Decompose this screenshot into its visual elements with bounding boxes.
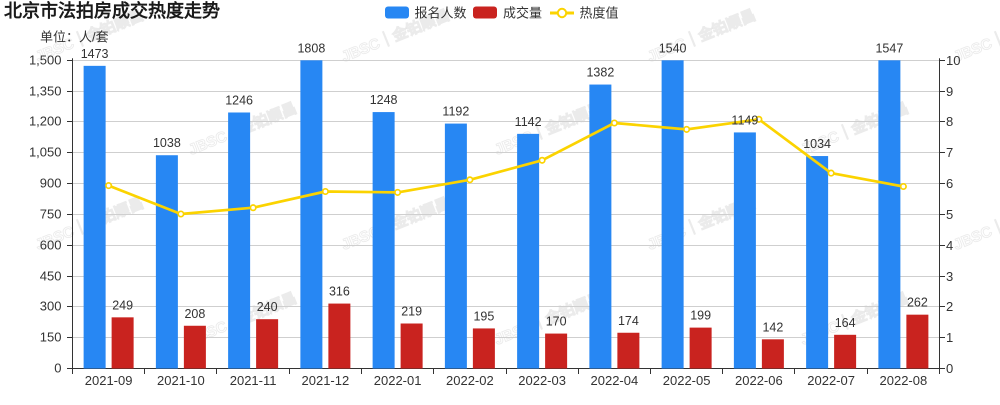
svg-text:249: 249 — [112, 298, 133, 312]
svg-text:成交量: 成交量 — [503, 6, 542, 21]
svg-text:2022-01: 2022-01 — [374, 373, 422, 388]
svg-text:900: 900 — [40, 176, 62, 191]
svg-text:199: 199 — [690, 309, 711, 323]
svg-text:单位：人/套: 单位：人/套 — [40, 30, 109, 45]
svg-text:1473: 1473 — [81, 47, 109, 61]
svg-text:1,350: 1,350 — [29, 84, 62, 99]
svg-text:2022-02: 2022-02 — [446, 373, 494, 388]
svg-text:2022-05: 2022-05 — [663, 373, 711, 388]
svg-text:北京市法拍房成交热度走势: 北京市法拍房成交热度走势 — [4, 0, 220, 21]
svg-text:750: 750 — [40, 207, 62, 222]
svg-text:5: 5 — [946, 207, 953, 222]
svg-text:1547: 1547 — [875, 41, 903, 55]
svg-text:164: 164 — [835, 316, 856, 330]
svg-text:240: 240 — [257, 300, 278, 314]
svg-text:9: 9 — [946, 84, 953, 99]
svg-text:1,050: 1,050 — [29, 145, 62, 160]
svg-text:150: 150 — [40, 330, 62, 345]
svg-text:2021-09: 2021-09 — [85, 373, 133, 388]
svg-text:195: 195 — [473, 309, 494, 323]
svg-text:10: 10 — [946, 53, 960, 68]
svg-text:2022-04: 2022-04 — [591, 373, 639, 388]
svg-text:174: 174 — [618, 314, 639, 328]
svg-text:1142: 1142 — [515, 115, 542, 129]
svg-text:170: 170 — [546, 315, 567, 329]
svg-text:2021-12: 2021-12 — [302, 373, 350, 388]
svg-text:0: 0 — [946, 361, 953, 376]
svg-text:1: 1 — [946, 330, 953, 345]
svg-text:2021-11: 2021-11 — [230, 373, 277, 388]
svg-text:2022-07: 2022-07 — [807, 373, 855, 388]
svg-text:208: 208 — [184, 307, 205, 321]
svg-text:报名人数: 报名人数 — [415, 6, 467, 21]
svg-text:1382: 1382 — [586, 66, 614, 80]
svg-text:2022-08: 2022-08 — [880, 373, 928, 388]
svg-text:1038: 1038 — [153, 136, 181, 150]
svg-text:1,200: 1,200 — [29, 114, 62, 129]
svg-text:1246: 1246 — [225, 93, 253, 107]
svg-text:1192: 1192 — [442, 105, 469, 119]
svg-text:1248: 1248 — [370, 93, 398, 107]
svg-text:7: 7 — [946, 145, 953, 160]
svg-text:1149: 1149 — [731, 113, 758, 127]
svg-text:262: 262 — [907, 296, 928, 310]
svg-text:热度值: 热度值 — [580, 6, 619, 21]
svg-text:2: 2 — [946, 299, 953, 314]
svg-text:2021-10: 2021-10 — [157, 373, 205, 388]
svg-text:2022-06: 2022-06 — [735, 373, 783, 388]
svg-text:219: 219 — [401, 305, 422, 319]
svg-text:142: 142 — [762, 320, 783, 334]
svg-text:316: 316 — [329, 285, 350, 299]
svg-text:6: 6 — [946, 176, 953, 191]
svg-text:1034: 1034 — [803, 137, 831, 151]
svg-text:2022-03: 2022-03 — [518, 373, 566, 388]
svg-text:1808: 1808 — [297, 41, 325, 55]
svg-text:4: 4 — [946, 238, 953, 253]
svg-text:1,500: 1,500 — [29, 53, 62, 68]
svg-text:600: 600 — [40, 238, 62, 253]
svg-text:3: 3 — [946, 269, 953, 284]
svg-text:0: 0 — [54, 361, 61, 376]
svg-text:1540: 1540 — [659, 41, 687, 55]
svg-text:8: 8 — [946, 114, 953, 129]
svg-text:450: 450 — [40, 269, 62, 284]
svg-text:300: 300 — [40, 299, 62, 314]
